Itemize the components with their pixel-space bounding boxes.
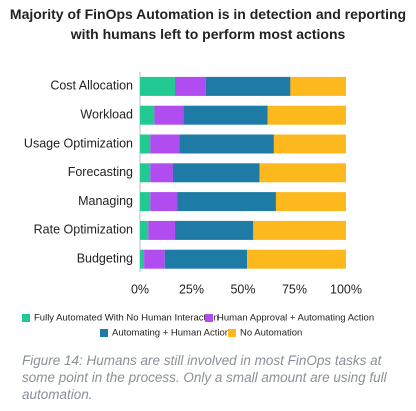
bar-segment bbox=[275, 192, 346, 212]
y-tick-label: Budgeting bbox=[77, 251, 133, 265]
bar-segment bbox=[164, 249, 248, 269]
y-tick-label: Workload bbox=[80, 107, 133, 121]
bar-segment bbox=[247, 249, 346, 269]
bar-segment bbox=[172, 163, 260, 183]
bar-segment bbox=[175, 76, 206, 96]
bar-segment bbox=[150, 163, 173, 183]
bar-segment bbox=[140, 192, 151, 212]
bar-segment bbox=[144, 249, 165, 269]
chart-title: Majority of FinOps Automation is in dete… bbox=[9, 6, 407, 42]
bar-segment bbox=[140, 249, 145, 269]
bar-segment bbox=[290, 76, 346, 96]
y-tick-label: Cost Allocation bbox=[50, 79, 133, 93]
chart: 0% 25% 50% 75% 100% Cost Allocation Workload Us… bbox=[22, 72, 374, 339]
bar-segment bbox=[183, 105, 268, 125]
x-tick-label: 0% bbox=[131, 282, 149, 296]
x-tick-label: 25% bbox=[179, 282, 204, 296]
y-tick-label: Managing bbox=[78, 194, 133, 208]
y-tick-label: Usage Optimization bbox=[24, 136, 133, 150]
bar-segment bbox=[140, 163, 151, 183]
bar-segment bbox=[175, 220, 254, 240]
legend-swatch bbox=[228, 329, 236, 337]
bar-segment bbox=[150, 134, 180, 154]
legend-label: Automating + Human Action bbox=[112, 328, 230, 339]
bar-segment bbox=[140, 76, 176, 96]
legend-swatch bbox=[100, 329, 108, 337]
bar-segment bbox=[150, 192, 178, 212]
bar-segment bbox=[273, 134, 346, 154]
bar-segment bbox=[140, 134, 151, 154]
x-tick-label: 100% bbox=[330, 282, 362, 296]
bar-segment bbox=[148, 220, 176, 240]
bar-segment bbox=[179, 134, 274, 154]
x-tick-label: 50% bbox=[230, 282, 255, 296]
legend-label: No Automation bbox=[240, 328, 302, 339]
legend-swatch bbox=[22, 314, 30, 322]
bar-segment bbox=[205, 76, 291, 96]
y-tick-label: Forecasting bbox=[68, 165, 133, 179]
caption: Figure 14: Humans are still involved in … bbox=[22, 353, 387, 402]
x-tick-label: 75% bbox=[282, 282, 307, 296]
bar-segment bbox=[154, 105, 184, 125]
bar-segment bbox=[259, 163, 346, 183]
bar-segment bbox=[177, 192, 276, 212]
bar-segment bbox=[253, 220, 346, 240]
legend-label: Fully Automated With No Human Interactio… bbox=[34, 313, 219, 324]
bar-segment bbox=[140, 105, 155, 125]
legend-label: Human Approval + Automating Action bbox=[217, 313, 374, 324]
legend-swatch bbox=[205, 314, 213, 322]
bar-segment bbox=[267, 105, 346, 125]
y-tick-label: Rate Optimization bbox=[34, 223, 133, 237]
bar-segment bbox=[140, 220, 149, 240]
